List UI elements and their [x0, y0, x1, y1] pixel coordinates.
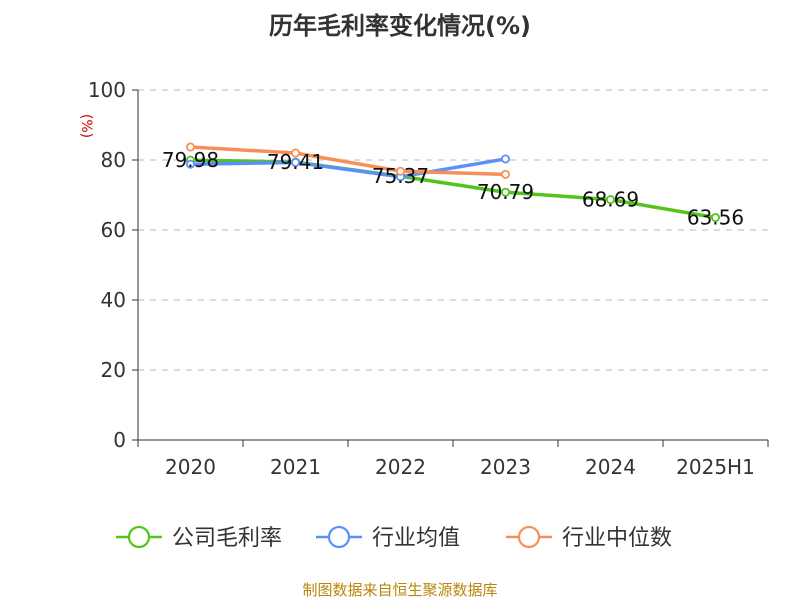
source-note: 制图数据来自恒生聚源数据库	[302, 581, 497, 599]
legend: 公司毛利率 行业均值 行业中位数	[116, 525, 672, 551]
x-tick-label: 2023	[480, 455, 531, 479]
data-label: 79.98	[162, 148, 219, 172]
chart-title: 历年毛利率变化情况(%)	[269, 12, 531, 40]
x-tick-label: 2020	[165, 455, 216, 479]
legend-label: 公司毛利率	[172, 526, 282, 551]
y-axis-unit-label: (%)	[78, 114, 94, 138]
data-point	[500, 169, 510, 179]
axes: 0 20 40 60 80 100 2020 2021 2022 2023 2024 2025H1	[88, 78, 769, 479]
data-point	[395, 166, 405, 176]
series-line	[188, 157, 508, 179]
x-tick-label: 2021	[270, 455, 321, 479]
data-label: 70.79	[477, 180, 534, 204]
legend-item: 行业中位数	[506, 525, 672, 551]
x-tick-label: 2024	[585, 455, 636, 479]
data-point	[185, 142, 195, 152]
data-point	[711, 213, 721, 223]
legend-marker	[327, 525, 351, 549]
data-label: 63.56	[687, 206, 744, 230]
data-point	[500, 154, 510, 164]
series-layer	[185, 142, 721, 223]
data-label: 79.41	[267, 150, 324, 174]
data-point	[500, 187, 510, 197]
y-tick-label: 60	[101, 218, 126, 242]
data-point	[185, 159, 195, 169]
data-label: 68.69	[582, 188, 639, 212]
data-label: 75.37	[372, 164, 429, 188]
x-tick-label: 2025H1	[676, 455, 755, 479]
y-tick-label: 40	[101, 288, 126, 312]
x-tick-label: 2022	[375, 455, 426, 479]
y-tick-label: 20	[101, 358, 126, 382]
legend-item: 公司毛利率	[116, 525, 282, 551]
legend-item: 行业均值	[316, 525, 460, 551]
y-tick-label: 100	[88, 78, 126, 102]
data-labels: 79.98 79.41 75.37 70.79 68.69 63.56	[162, 148, 744, 229]
legend-marker	[517, 525, 541, 549]
gridlines	[138, 89, 768, 371]
data-point	[290, 157, 300, 167]
legend-marker	[127, 525, 151, 549]
data-point	[606, 195, 616, 205]
y-tick-label: 0	[113, 428, 126, 452]
legend-label: 行业均值	[372, 526, 460, 551]
legend-label: 行业中位数	[562, 526, 672, 551]
series-line	[188, 145, 508, 177]
data-point	[290, 148, 300, 158]
y-tick-label: 80	[101, 148, 126, 172]
